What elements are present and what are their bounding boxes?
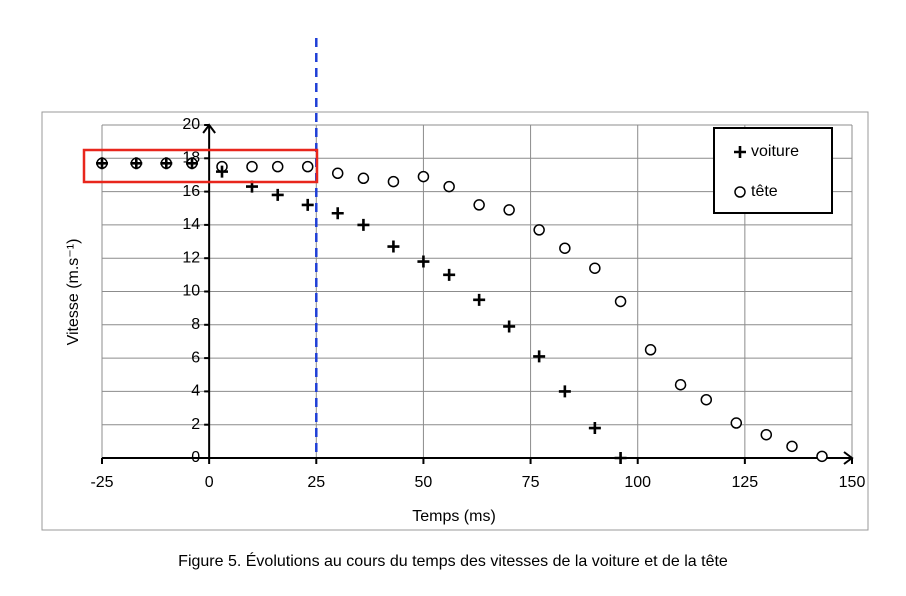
circle-marker bbox=[417, 170, 430, 183]
x-tick-label: 75 bbox=[522, 474, 540, 491]
circle-marker bbox=[387, 175, 400, 188]
x-tick-label: 150 bbox=[839, 474, 866, 491]
plus-marker bbox=[503, 320, 516, 333]
y-axis-arrow bbox=[202, 123, 216, 134]
plus-marker bbox=[130, 157, 143, 170]
circle-marker bbox=[760, 428, 773, 441]
x-axis-arrow bbox=[843, 451, 854, 465]
plus-marker bbox=[443, 268, 456, 281]
plus-marker bbox=[614, 452, 627, 464]
circle-marker bbox=[533, 224, 545, 236]
circle-marker bbox=[559, 242, 571, 254]
circle-marker bbox=[473, 199, 485, 211]
y-tick-label: 4 bbox=[191, 383, 200, 400]
plus-marker bbox=[734, 146, 746, 158]
plus-marker bbox=[357, 218, 370, 231]
plus-marker bbox=[588, 422, 601, 435]
plus-marker bbox=[216, 165, 228, 178]
plus-marker bbox=[160, 157, 173, 170]
legend-box bbox=[713, 127, 833, 214]
y-tick-label: 8 bbox=[191, 316, 200, 333]
y-tick-label: 20 bbox=[182, 116, 200, 133]
circle-marker bbox=[357, 172, 370, 185]
plus-marker bbox=[387, 240, 400, 253]
circle-marker bbox=[644, 344, 657, 356]
plus-marker bbox=[96, 157, 108, 170]
y-tick-label: 2 bbox=[191, 416, 200, 433]
y-tick-label: 10 bbox=[182, 283, 200, 300]
plus-marker bbox=[533, 350, 546, 363]
plus-marker bbox=[301, 198, 314, 211]
circle-marker bbox=[674, 378, 687, 391]
y-tick-label: 6 bbox=[191, 349, 200, 366]
circle-marker bbox=[589, 262, 601, 274]
x-tick-label: 0 bbox=[205, 474, 214, 491]
y-tick-label: 12 bbox=[182, 249, 200, 266]
x-axis-label: Temps (ms) bbox=[412, 508, 496, 525]
legend-label: tête bbox=[751, 183, 778, 200]
circle-marker bbox=[271, 160, 284, 173]
circle-marker bbox=[614, 295, 627, 308]
y-tick-label: 16 bbox=[182, 183, 200, 200]
x-tick-label: 25 bbox=[307, 474, 325, 491]
x-tick-label: -25 bbox=[90, 474, 113, 491]
circle-marker bbox=[816, 450, 828, 463]
plus-marker bbox=[271, 188, 284, 201]
circle-marker bbox=[503, 204, 515, 216]
caption: Figure 5. Évolutions au cours du temps d… bbox=[178, 551, 728, 570]
circle-marker bbox=[443, 180, 455, 193]
circle-marker bbox=[331, 167, 344, 180]
legend: voiture tête bbox=[734, 143, 799, 200]
circle-marker bbox=[301, 160, 314, 173]
y-axis-label: Vitesse (m.s⁻¹) bbox=[65, 239, 82, 346]
plus-marker bbox=[558, 385, 571, 398]
highlight-box bbox=[82, 148, 319, 184]
legend-label: voiture bbox=[751, 143, 799, 160]
circle-marker bbox=[730, 417, 743, 429]
circle-marker bbox=[734, 186, 746, 198]
plus-marker bbox=[473, 293, 486, 306]
plus-marker bbox=[331, 207, 344, 220]
circle-marker bbox=[700, 393, 713, 406]
x-tick-label: 50 bbox=[415, 474, 433, 491]
plus-marker bbox=[417, 255, 430, 268]
circle-marker bbox=[246, 160, 258, 173]
marks bbox=[96, 157, 828, 464]
y-tick-label: 14 bbox=[182, 216, 200, 233]
plus-marker bbox=[186, 157, 198, 170]
x-tick-label: 125 bbox=[732, 474, 759, 491]
chart-frame bbox=[41, 111, 869, 531]
x-tick-label: 100 bbox=[624, 474, 651, 491]
circle-marker bbox=[786, 440, 798, 453]
